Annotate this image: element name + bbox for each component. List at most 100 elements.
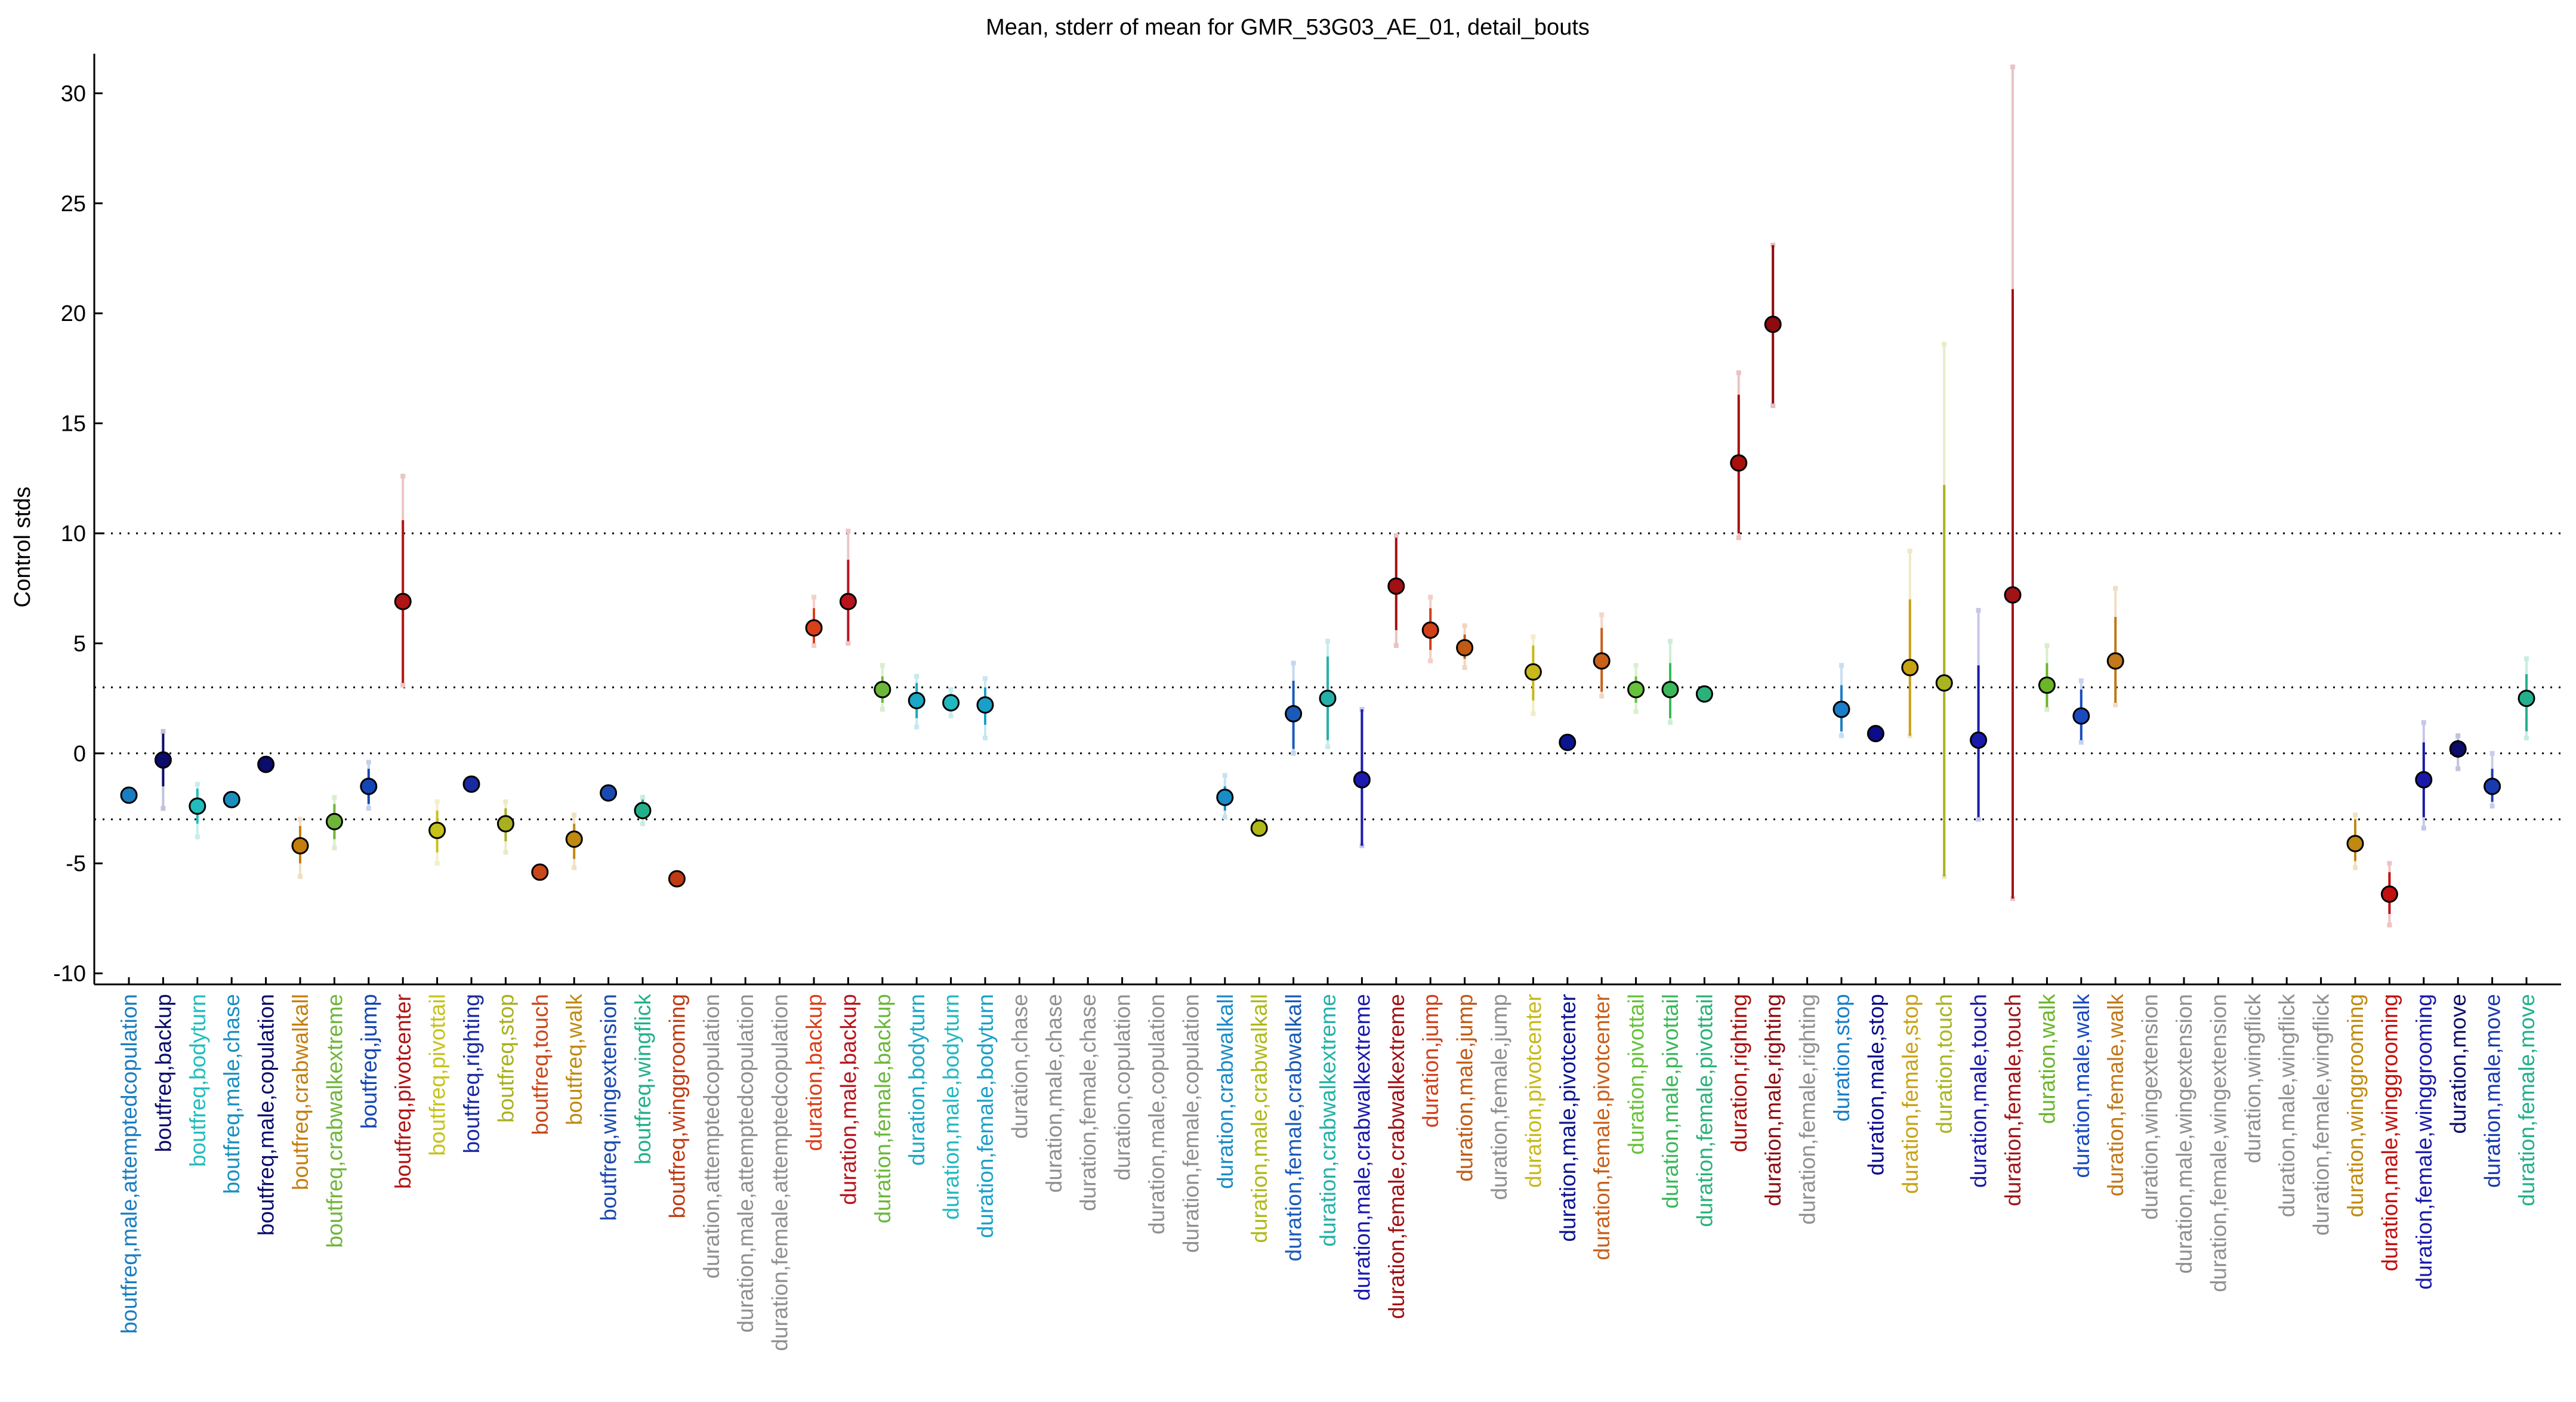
ci-cap	[1291, 751, 1296, 756]
ci-cap	[1633, 663, 1639, 668]
x-tick-label: boutfreq,male,chase	[220, 994, 244, 1194]
x-tick-label: duration,female,backup	[871, 994, 895, 1224]
ci-cap	[1736, 370, 1741, 375]
mean-point	[462, 775, 480, 793]
ci-cap	[1633, 709, 1639, 714]
ci-cap	[2387, 922, 2392, 928]
mean-point	[1559, 733, 1577, 751]
ci-cap	[1736, 535, 1741, 541]
x-tick-label: boutfreq,bodyturn	[186, 994, 210, 1167]
x-tick-label: duration,wingflick	[2241, 994, 2265, 1163]
y-tick-label: 15	[61, 412, 86, 437]
x-tick-label: duration,female,crabwalkextreme	[1384, 994, 1409, 1319]
x-tick-label: boutfreq,wingflick	[631, 994, 655, 1165]
mean-point	[1319, 690, 1337, 708]
x-tick-label: duration,crabwalkall	[1213, 994, 1238, 1189]
x-tick-label: duration,female,wingflick	[2309, 994, 2334, 1236]
x-tick-label: duration,male,wingflick	[2275, 994, 2299, 1218]
x-tick-label: duration,female,bodyturn	[973, 994, 998, 1238]
x-tick-label: duration,female,move	[2515, 994, 2539, 1206]
mean-point	[2004, 586, 2022, 604]
ci-cap	[195, 782, 200, 787]
mean-point	[257, 755, 275, 773]
x-tick-label: duration,female,pivotcenter	[1590, 994, 1614, 1260]
mean-point	[1730, 454, 1748, 472]
mean-point	[1901, 659, 1919, 677]
x-tick-labels: boutfreq,male,attemptedcopulation boutfre…	[117, 977, 2539, 1351]
mean-point	[565, 830, 583, 848]
ci-cap	[366, 805, 371, 811]
x-tick-label: duration,female,copulation	[1179, 994, 1203, 1253]
mean-point	[496, 815, 514, 833]
ci-cap	[2387, 861, 2392, 866]
ci-cap	[161, 728, 166, 734]
x-tick-label: duration,male,move	[2481, 994, 2505, 1188]
ci-cap	[2455, 733, 2461, 739]
mean-point	[2346, 835, 2364, 853]
ci-cap	[503, 799, 508, 804]
y-axis-label: Control stds	[10, 487, 35, 608]
ci-cap	[2524, 656, 2529, 662]
mean-point	[325, 813, 343, 830]
mean-point	[1935, 674, 1953, 692]
x-tick-label: duration,male,crabwalkextreme	[1350, 994, 1374, 1301]
y-tick-label: 0	[73, 742, 86, 767]
ci-cap	[880, 707, 885, 712]
ci-cap	[2353, 813, 2358, 818]
ci-cap	[434, 799, 440, 804]
x-tick-label: duration,stop	[1830, 994, 1854, 1122]
y-tick-label: 25	[61, 192, 86, 217]
ci-cap	[1462, 623, 1467, 628]
mean-point	[531, 863, 549, 881]
mean-point	[1593, 652, 1611, 670]
ci-cap	[503, 850, 508, 855]
x-tick-label: duration,winggrooming	[2343, 994, 2368, 1217]
x-tick-label: duration,female,chase	[1076, 994, 1100, 1211]
ci-cap	[983, 735, 988, 740]
ci-cap	[161, 805, 166, 811]
x-tick-label: duration,attemptedcopulation	[699, 994, 724, 1279]
ci-cap	[400, 683, 406, 688]
mean-point	[2380, 885, 2398, 903]
ci-cap	[434, 861, 440, 866]
mean-point	[120, 786, 138, 804]
x-tick-label: duration,copulation	[1110, 994, 1135, 1181]
x-tick-label: duration,crabwalkextreme	[1316, 994, 1340, 1247]
x-tick-label: duration,male,wingextension	[2172, 994, 2196, 1274]
mean-point	[1421, 621, 1439, 639]
y-tick-label: 5	[73, 631, 86, 656]
x-tick-label: duration,male,pivottail	[1658, 994, 1683, 1209]
x-tick-label: boutfreq,backup	[151, 994, 175, 1152]
ci-cap	[914, 674, 920, 679]
x-tick-label: duration,male,backup	[836, 994, 860, 1205]
mean-point	[360, 777, 378, 795]
mean-point	[2518, 690, 2535, 708]
mean-point	[2072, 707, 2090, 725]
ci-cap	[2010, 64, 2015, 70]
ci-cap	[2353, 865, 2358, 870]
mean-point	[2106, 652, 2124, 670]
x-tick-label: boutfreq,wingextension	[597, 994, 621, 1221]
ci-cap	[812, 594, 816, 600]
ci-cap	[1325, 638, 1330, 644]
ci-cap	[812, 643, 816, 648]
x-tick-label: duration,male,righting	[1761, 994, 1785, 1206]
ci-cap	[1839, 733, 1844, 739]
ci-cap	[1839, 663, 1844, 668]
x-tick-label: boutfreq,touch	[528, 994, 553, 1135]
ci-cap	[1976, 817, 1981, 822]
mean-point	[1627, 681, 1645, 699]
ci-cap	[1291, 660, 1296, 666]
x-tick-label: duration,female,walk	[2103, 994, 2128, 1197]
ci-cap	[1668, 720, 1673, 725]
ci-cap	[1976, 608, 1981, 613]
axes	[93, 54, 2561, 986]
x-tick-label: duration,male,bodyturn	[939, 994, 964, 1219]
x-tick-label: duration,female,attemptedcopulation	[768, 994, 792, 1351]
ci-cap	[1393, 533, 1399, 538]
x-tick-label: duration,male,chase	[1042, 994, 1066, 1193]
mean-point	[154, 751, 172, 769]
ci-cap	[572, 813, 577, 818]
ci-cap	[2078, 678, 2084, 684]
